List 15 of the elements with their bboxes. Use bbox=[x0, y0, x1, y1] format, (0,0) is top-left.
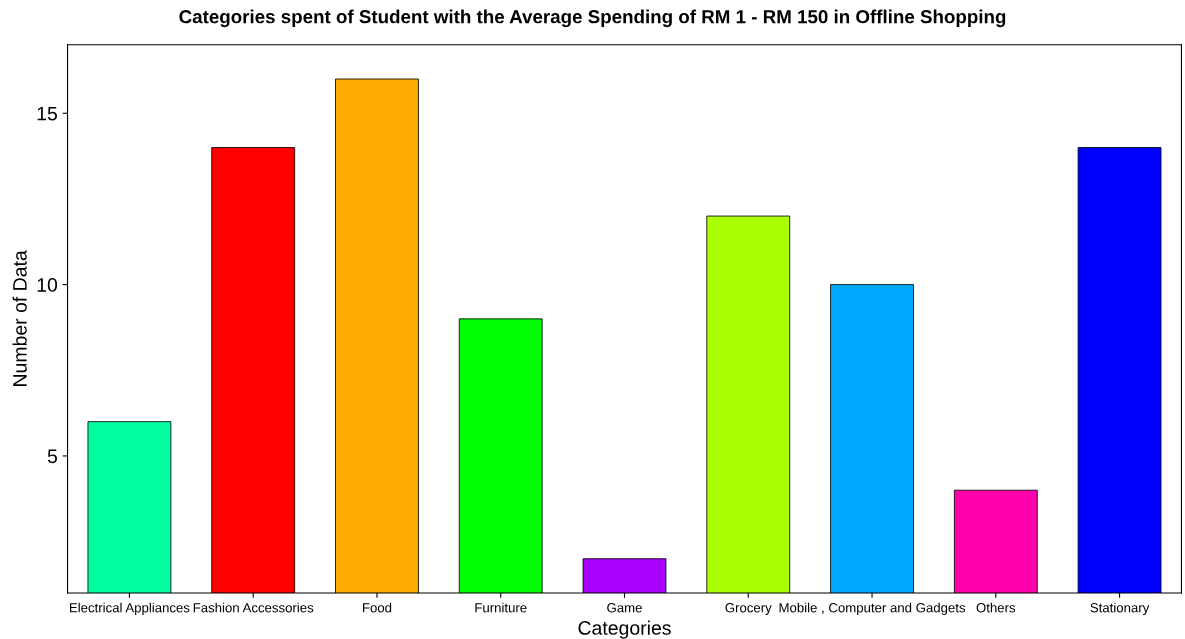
chart-title: Categories spent of Student with the Average Spending of RM 1 - RM 150 in Offline Shopping bbox=[179, 9, 1006, 28]
x-tick-label: Electrical Appliances bbox=[70, 602, 190, 616]
x-tick-label: Grocery bbox=[725, 603, 772, 616]
y-axis-title: Number of Data bbox=[12, 250, 27, 386]
x-tick-label: Others bbox=[976, 602, 1016, 613]
x-tick-label: Game bbox=[607, 603, 642, 613]
x-axis-title: Categories bbox=[578, 620, 671, 639]
x-tick-label: Stationary bbox=[1090, 602, 1150, 616]
x-tick-label: Furniture bbox=[475, 602, 527, 613]
x-tick-label: Food bbox=[363, 602, 392, 613]
x-tick-label: Fashion Accessories bbox=[193, 602, 314, 613]
y-tick-label: 10 bbox=[37, 278, 58, 292]
y-tick-label: 15 bbox=[37, 106, 58, 121]
x-tick-label: Mobile , Computer and Gadgets bbox=[779, 602, 966, 616]
y-tick-label: 5 bbox=[47, 449, 58, 464]
